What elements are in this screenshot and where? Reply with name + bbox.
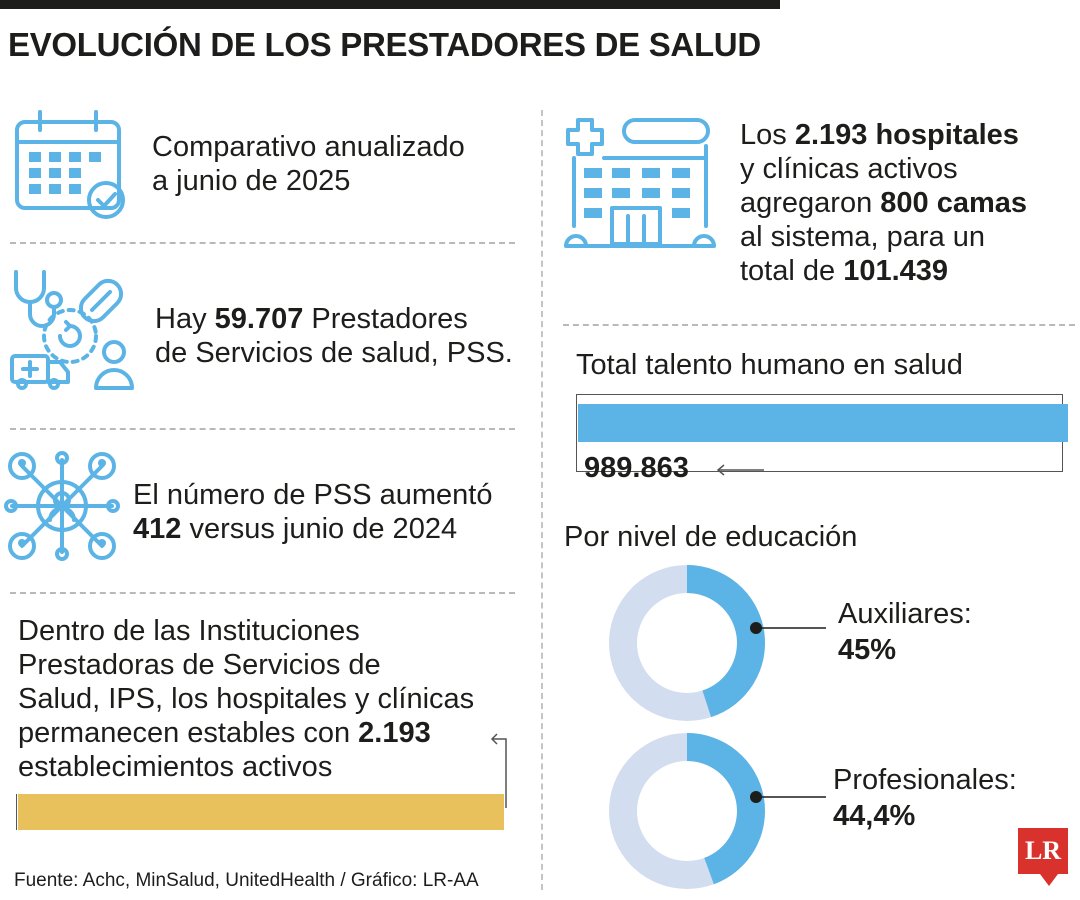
donut-value-slice — [687, 733, 765, 885]
hospitals-line3: agregaron 800 camas — [740, 186, 1027, 220]
auxiliares-value: 45% — [838, 634, 897, 666]
profesionales-label: Profesionales: — [833, 764, 1017, 796]
auxiliares-leader — [750, 622, 826, 634]
ips-line1: Dentro de las Instituciones — [18, 615, 360, 647]
comparison-note: Comparativo anualizado a junio de 2025 — [152, 130, 465, 198]
ips-line5: establecimientos activos — [18, 751, 333, 783]
lr-logo-tail — [1040, 874, 1058, 886]
hospitals-line1: Los 2.193 hospitales — [740, 118, 1027, 152]
hospitals-line2: y clínicas activos — [740, 153, 958, 185]
auxiliares-donut — [609, 565, 765, 721]
divider — [563, 324, 1075, 326]
talent-bar — [578, 404, 1068, 442]
pss-line1: Hay 59.707 Prestadores — [155, 302, 513, 336]
page-title: EVOLUCIÓN DE LOS PRESTADORES DE SALUD — [8, 26, 761, 63]
hospitals-line4: al sistema, para un — [740, 221, 986, 253]
ips-active-value: 2.193 — [358, 717, 431, 749]
ips-line4-pre: permanecen estables con — [18, 717, 359, 749]
auxiliares-label: Auxiliares: — [838, 598, 972, 630]
donut-value-slice — [687, 565, 765, 718]
growth-post: versus junio de 2024 — [181, 513, 458, 545]
profesionales-donut — [609, 733, 765, 889]
ips-arrow — [490, 733, 507, 808]
total-pre: total de — [740, 255, 844, 287]
ips-note: Dentro de las Instituciones Prestadoras … — [18, 614, 474, 784]
hospital-icon — [564, 118, 716, 248]
ips-bar — [18, 794, 504, 830]
top-rule — [0, 0, 780, 9]
network-people-icon — [4, 451, 120, 561]
calendar-check-icon — [15, 110, 125, 219]
source-note: Fuente: Achc, MinSalud, UnitedHealth / G… — [14, 870, 479, 891]
hospitals-count: 2.193 hospitales — [794, 119, 1019, 151]
beds-total-value: 101.439 — [843, 255, 949, 287]
hospitals-line5: total de 101.439 — [740, 254, 1027, 288]
ips-bar-frame — [16, 794, 508, 830]
pss-post: Prestadores — [303, 303, 468, 335]
growth-line2: 412 versus junio de 2024 — [133, 512, 492, 546]
health-services-icon — [10, 270, 134, 390]
pss-total-value: 59.707 — [214, 303, 304, 335]
pss-growth-note: El número de PSS aumentó 412 versus juni… — [133, 478, 492, 546]
beds-added-value: 800 camas — [880, 187, 1028, 219]
talent-arrow — [716, 464, 764, 476]
talent-value: 989.863 — [584, 452, 689, 484]
growth-line1: El número de PSS aumentó — [133, 479, 493, 511]
profesionales-leader — [750, 791, 826, 803]
pss-count-note: Hay 59.707 Prestadores de Servicios de s… — [155, 302, 513, 370]
ips-line4: permanecen estables con 2.193 — [18, 716, 474, 750]
divider — [10, 242, 515, 244]
profesionales-value: 44,4% — [833, 800, 916, 832]
ips-line3: Salud, IPS, los hospitales y clínicas — [18, 683, 475, 715]
ips-line2: Prestadoras de Servicios de — [18, 649, 381, 681]
education-label: Por nivel de educación — [564, 521, 858, 553]
pss-line2: de Servicios de salud, PSS. — [155, 337, 513, 369]
hospitals-note: Los 2.193 hospitales y clínicas activos … — [740, 118, 1027, 288]
divider — [10, 428, 515, 430]
divider — [10, 592, 515, 594]
talent-label: Total talento humano en salud — [576, 349, 963, 381]
column-divider — [541, 110, 543, 890]
comparison-line2: a junio de 2025 — [152, 165, 351, 197]
lr-logo: LR — [1018, 828, 1068, 874]
hosp-pre: Los — [740, 119, 795, 151]
beds-pre: agregaron — [740, 187, 881, 219]
pss-increase-value: 412 — [133, 513, 182, 545]
pss-pre: Hay — [155, 303, 215, 335]
comparison-line1: Comparativo anualizado — [152, 131, 465, 163]
